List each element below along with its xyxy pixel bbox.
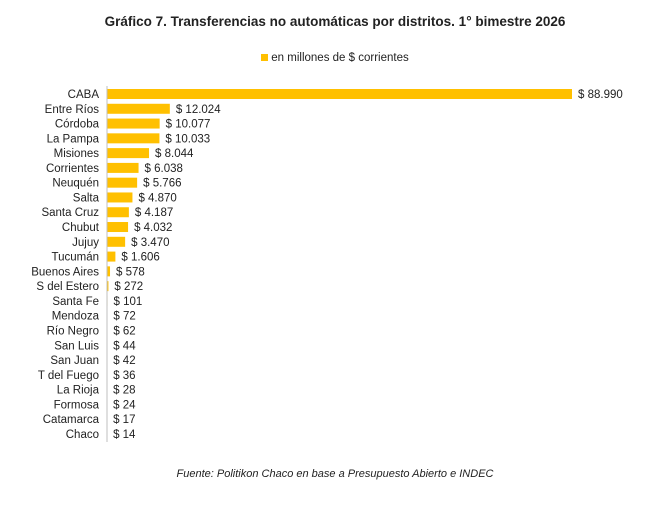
data-label: $ 3.470 — [131, 237, 169, 249]
category-label: Río Negro — [47, 325, 99, 337]
bar — [107, 281, 109, 292]
chart-title: Gráfico 7. Transferencias no automáticas… — [104, 14, 566, 29]
data-label: $ 272 — [114, 281, 143, 293]
data-label: $ 42 — [113, 355, 135, 367]
data-label: $ 4.187 — [135, 207, 173, 219]
data-label: $ 14 — [113, 429, 136, 441]
data-label: $ 8.044 — [155, 148, 194, 160]
category-label: Jujuy — [72, 237, 99, 249]
data-label: $ 36 — [113, 370, 135, 382]
bar — [107, 222, 129, 233]
category-label: CABA — [68, 89, 100, 101]
category-label: Tucumán — [51, 252, 99, 264]
data-label: $ 28 — [113, 385, 135, 397]
category-label: Corrientes — [46, 163, 99, 175]
category-label: T del Fuego — [38, 370, 99, 382]
data-label: $ 62 — [113, 325, 135, 337]
data-label: $ 88.990 — [578, 89, 623, 101]
bar — [107, 236, 126, 247]
category-label: Córdoba — [55, 119, 100, 131]
category-label: Salta — [73, 192, 100, 204]
data-label: $ 4.870 — [138, 192, 176, 204]
data-label: $ 10.033 — [165, 133, 210, 145]
data-label: $ 5.766 — [143, 178, 181, 190]
category-label: La Rioja — [57, 385, 100, 397]
category-label: Buenos Aires — [31, 266, 99, 278]
legend-label: en millones de $ corrientes — [271, 52, 409, 64]
category-label: Formosa — [54, 399, 100, 411]
category-label: S del Estero — [36, 281, 99, 293]
legend: en millones de $ corrientes — [0, 52, 670, 64]
bar — [107, 251, 116, 262]
category-label: San Luis — [54, 340, 99, 352]
category-label: Chubut — [62, 222, 100, 234]
data-label: $ 72 — [113, 311, 135, 323]
category-label: La Pampa — [47, 133, 100, 145]
bar — [107, 266, 111, 277]
bar — [107, 207, 129, 218]
bar — [107, 162, 139, 173]
category-label: San Juan — [50, 355, 99, 367]
chart-source: Fuente: Politikon Chaco en base a Presup… — [176, 468, 494, 480]
data-label: $ 578 — [116, 266, 145, 278]
data-label: $ 44 — [113, 340, 136, 352]
data-label: $ 101 — [114, 296, 143, 308]
data-label: $ 12.024 — [176, 104, 221, 116]
bar — [107, 148, 150, 159]
bar — [107, 118, 160, 129]
bar — [107, 133, 160, 144]
category-label: Neuquén — [52, 178, 99, 190]
bar — [107, 89, 572, 99]
bar — [107, 177, 138, 188]
category-label: Entre Ríos — [45, 104, 100, 116]
data-label: $ 6.038 — [145, 163, 183, 175]
data-label: $ 4.032 — [134, 222, 172, 234]
category-label: Catamarca — [43, 414, 100, 426]
data-label: $ 17 — [113, 414, 135, 426]
bar — [107, 192, 133, 203]
category-label: Santa Fe — [52, 296, 99, 308]
category-label: Santa Cruz — [41, 207, 99, 219]
bar — [107, 103, 170, 114]
category-label: Mendoza — [52, 311, 100, 323]
category-label: Chaco — [66, 429, 99, 441]
data-label: $ 1.606 — [121, 252, 159, 264]
data-label: $ 24 — [113, 399, 136, 411]
data-label: $ 10.077 — [166, 119, 211, 131]
category-label: Misiones — [54, 148, 100, 160]
legend-swatch — [261, 54, 269, 62]
